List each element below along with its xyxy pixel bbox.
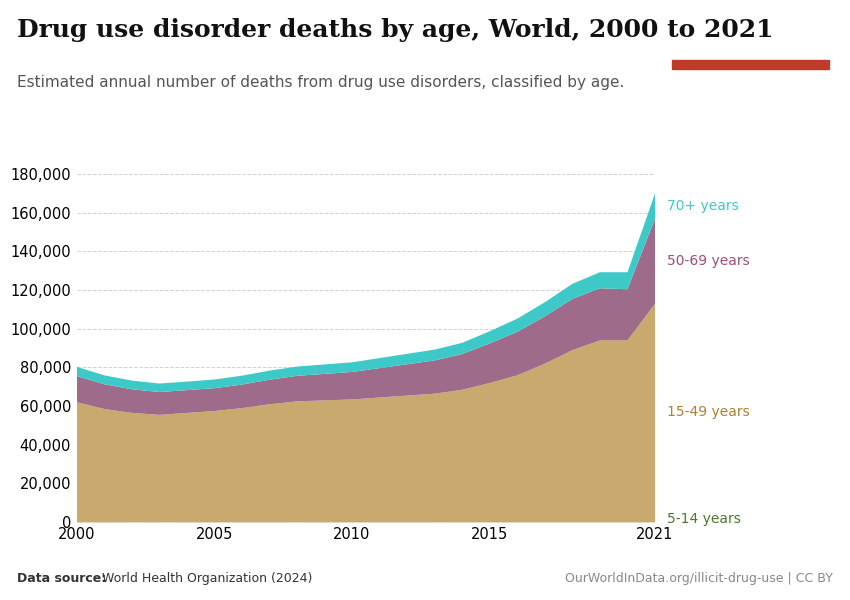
Bar: [672, 61, 829, 69]
Text: OurWorldInData.org/illicit-drug-use | CC BY: OurWorldInData.org/illicit-drug-use | CC…: [565, 572, 833, 585]
Text: 50-69 years: 50-69 years: [667, 254, 750, 268]
Text: Estimated annual number of deaths from drug use disorders, classified by age.: Estimated annual number of deaths from d…: [17, 75, 625, 90]
Text: 70+ years: 70+ years: [667, 199, 739, 212]
Text: Drug use disorder deaths by age, World, 2000 to 2021: Drug use disorder deaths by age, World, …: [17, 18, 774, 42]
Text: in Data: in Data: [728, 43, 773, 52]
Text: World Health Organization (2024): World Health Organization (2024): [98, 572, 312, 585]
Text: 15-49 years: 15-49 years: [667, 406, 750, 419]
Text: 5-14 years: 5-14 years: [667, 512, 741, 526]
Text: Our World: Our World: [718, 23, 782, 33]
Text: Data source:: Data source:: [17, 572, 106, 585]
